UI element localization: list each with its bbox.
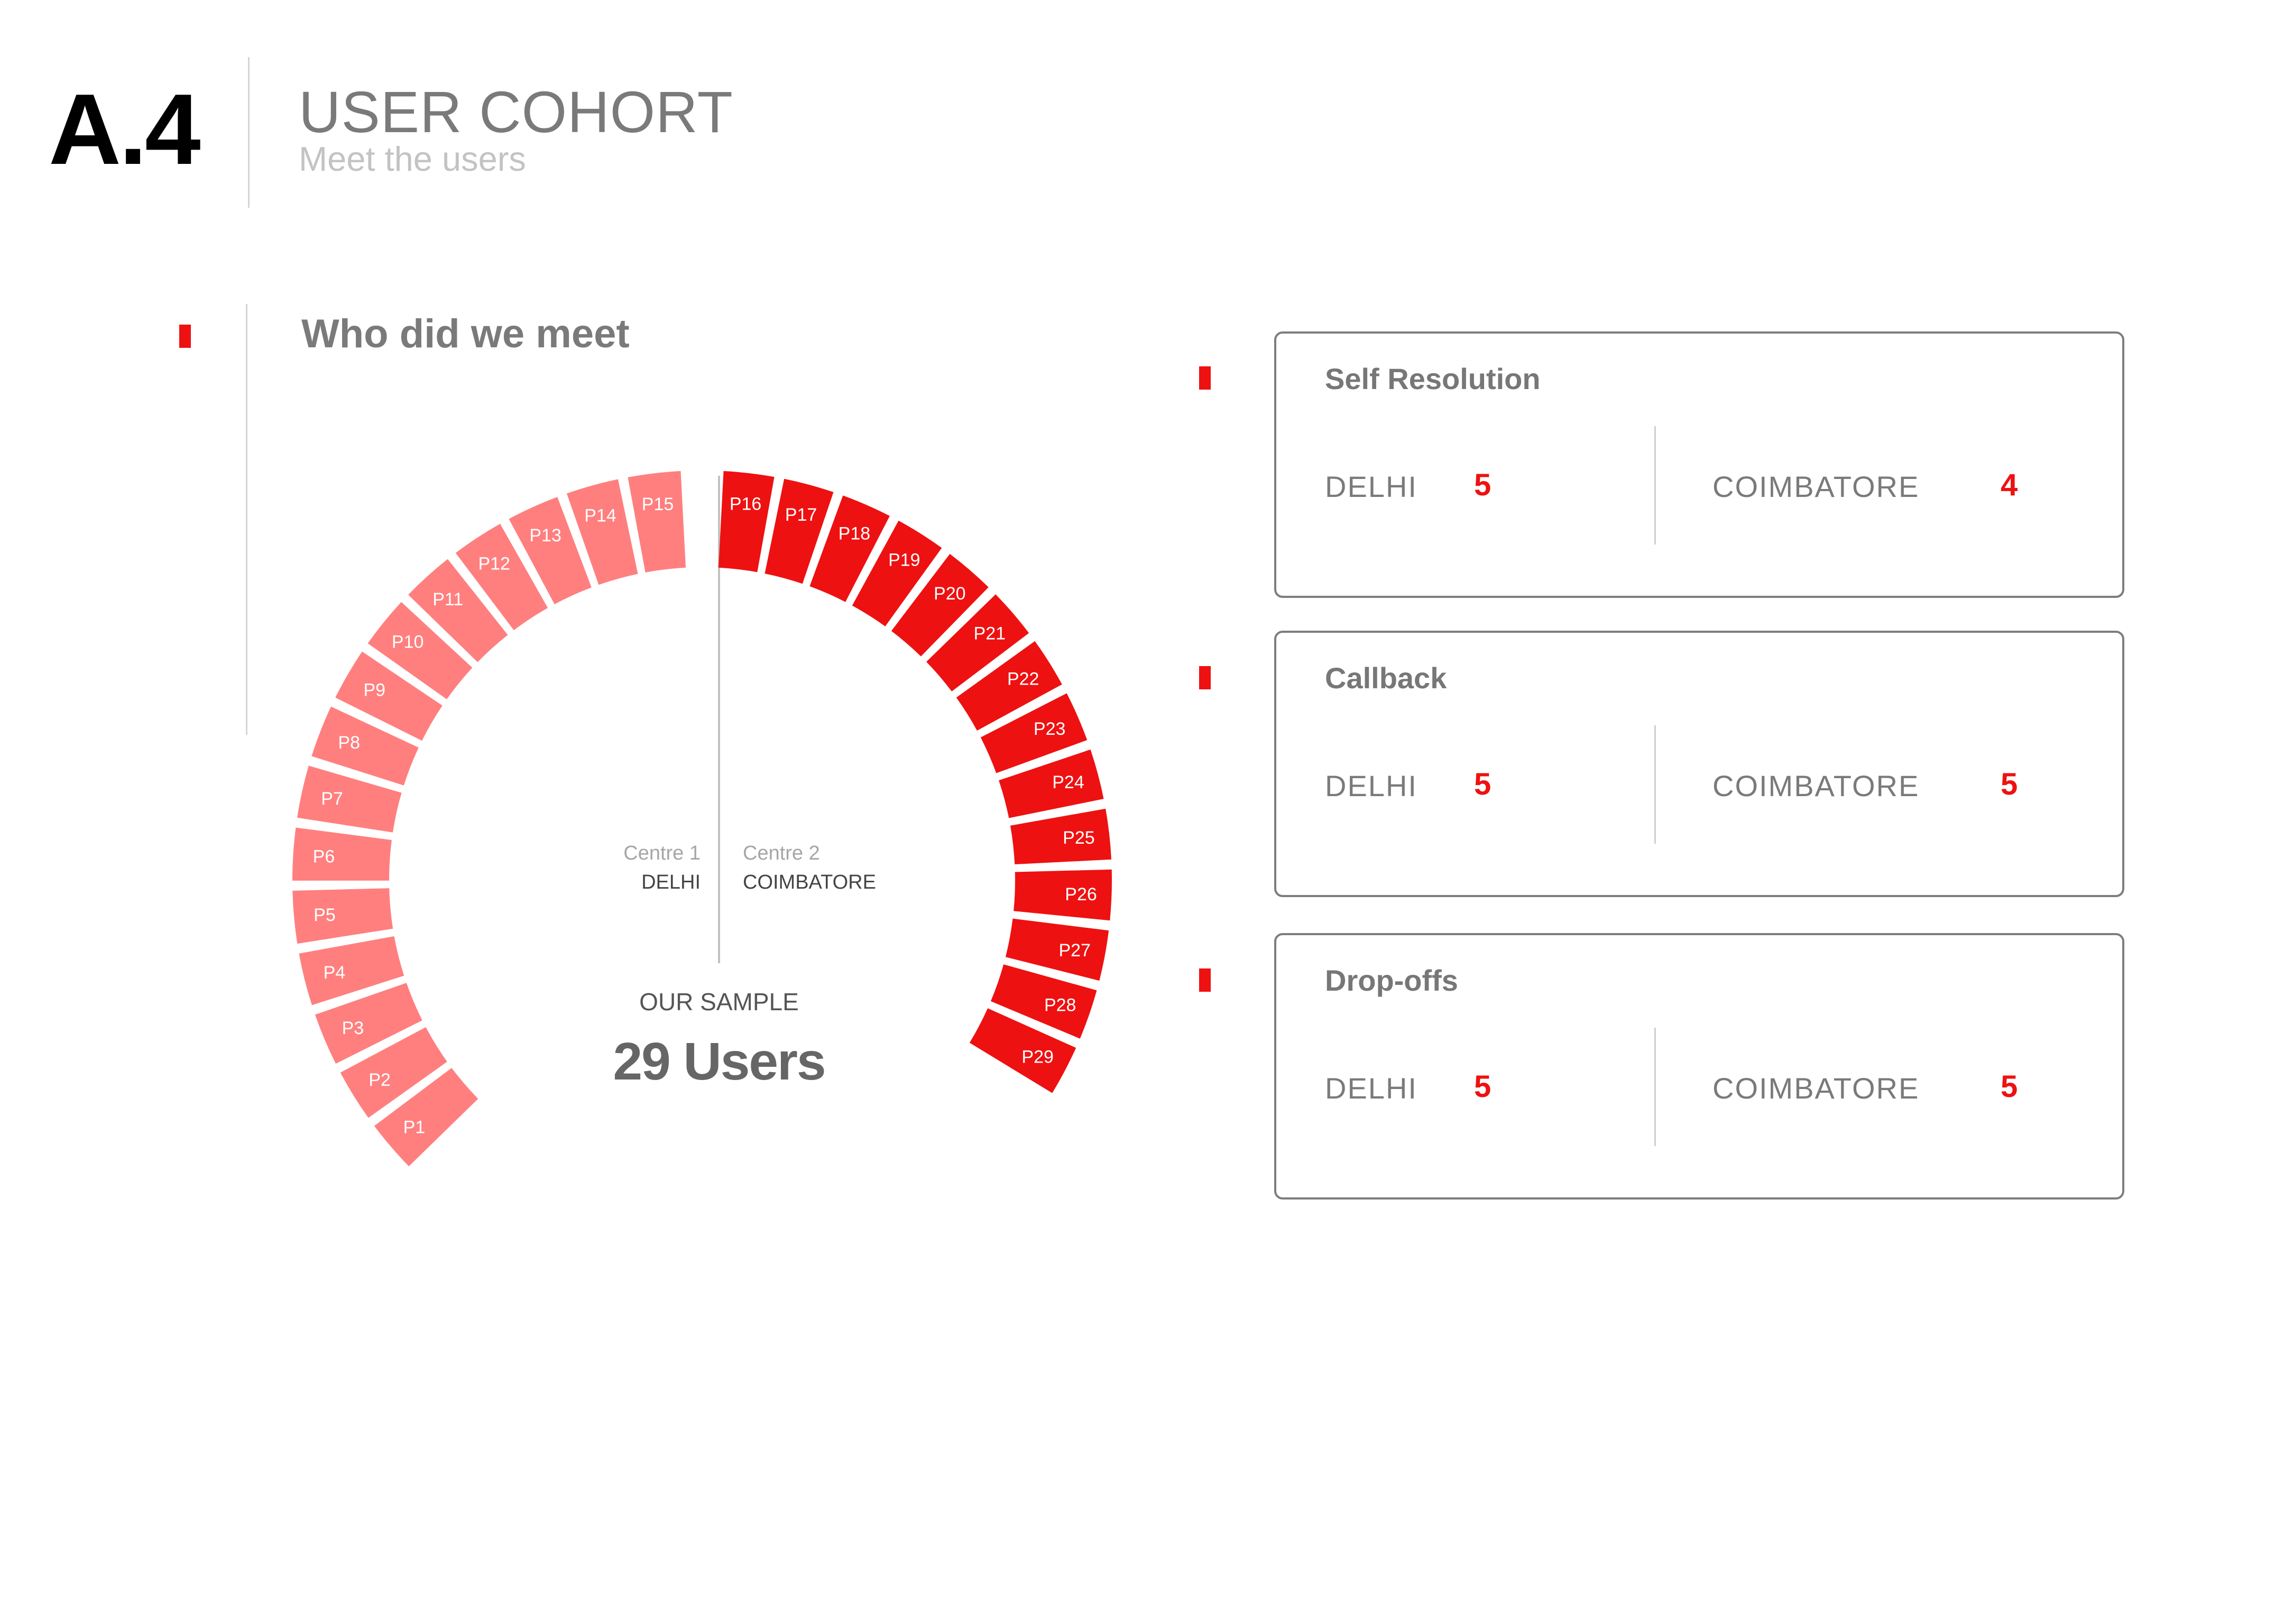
segment-label: P4 xyxy=(324,963,346,983)
segment-p23 xyxy=(980,693,1088,773)
segment-p28 xyxy=(990,964,1097,1039)
segment-label: P25 xyxy=(1063,828,1095,848)
centre2-label: Centre 2 xyxy=(743,842,820,864)
segment-label: P10 xyxy=(392,632,424,652)
centre1-city: DELHI xyxy=(641,871,701,893)
segment-label: P28 xyxy=(1044,995,1076,1016)
segment-label: P6 xyxy=(313,846,335,866)
segment-p10 xyxy=(367,602,473,699)
card-title: Callback xyxy=(1325,661,1447,695)
segment-label: P29 xyxy=(1021,1047,1054,1067)
segment-p21 xyxy=(926,594,1029,691)
card-divider xyxy=(1654,725,1656,844)
segment-label: P9 xyxy=(363,680,385,700)
segment-p26 xyxy=(1014,869,1112,921)
segment-p12 xyxy=(455,523,548,631)
segment-label: P19 xyxy=(888,550,920,570)
segment-label: P24 xyxy=(1052,772,1084,792)
coimbatore-segments: P16 P17 P18 P19 P20 P21 P22 P23 P24 P25 P26 P27 P28 P… xyxy=(718,471,1112,1093)
section-code: A.4 xyxy=(49,73,201,186)
segment-p19 xyxy=(852,520,942,626)
card-drop-offs: Drop-offs DELHI 5 COIMBATORE 5 xyxy=(1274,933,2124,1199)
card-left-city: DELHI xyxy=(1325,769,1417,802)
segment-p2 xyxy=(340,1027,447,1118)
card-marker-self-resolution xyxy=(1199,366,1211,390)
segment-p27 xyxy=(1005,918,1109,981)
segment-label: P26 xyxy=(1065,884,1097,905)
sample-total: 29 Users xyxy=(613,1032,826,1091)
card-divider xyxy=(1654,426,1656,545)
card-title: Drop-offs xyxy=(1325,964,1458,997)
card-left-city: DELHI xyxy=(1325,1072,1417,1105)
segment-p20 xyxy=(891,553,989,657)
section-divider xyxy=(246,304,247,735)
segment-label: P12 xyxy=(478,553,510,574)
segment-p17 xyxy=(765,478,834,584)
segment-label: P17 xyxy=(785,505,817,525)
segment-label: P14 xyxy=(584,505,616,525)
segment-label: P7 xyxy=(321,789,343,809)
delhi-segments: P1 P2 P3 P4 P5 P6 P7 P8 P9 P10 P11 P12 P13 P14 P15 xyxy=(292,471,686,1167)
section-marker xyxy=(179,325,191,348)
segment-p22 xyxy=(956,641,1062,731)
segment-p24 xyxy=(999,749,1104,818)
segment-p18 xyxy=(809,495,890,602)
segment-label: P2 xyxy=(369,1070,391,1090)
card-left-value: 5 xyxy=(1474,1069,1491,1104)
page-title: USER COHORT xyxy=(299,80,733,145)
header-divider xyxy=(248,57,250,208)
card-callback: Callback DELHI 5 COIMBATORE 5 xyxy=(1274,631,2124,897)
card-left-city: DELHI xyxy=(1325,470,1417,503)
section-heading: Who did we meet xyxy=(301,311,630,356)
card-left-value: 5 xyxy=(1474,468,1491,502)
segment-p1 xyxy=(374,1068,478,1167)
segment-label: P15 xyxy=(642,494,674,514)
card-right-value: 5 xyxy=(2001,767,2018,801)
segment-p7 xyxy=(297,765,402,833)
card-self-resolution: Self Resolution DELHI 5 COIMBATORE 4 xyxy=(1274,331,2124,598)
segment-label: P1 xyxy=(403,1117,426,1137)
card-divider xyxy=(1654,1028,1656,1146)
segment-label: P11 xyxy=(432,589,463,610)
card-right-city: COIMBATORE xyxy=(1712,1072,1920,1105)
segment-p16 xyxy=(718,471,775,573)
segment-p15 xyxy=(628,471,686,573)
segment-p8 xyxy=(311,706,419,786)
segment-p9 xyxy=(335,651,443,741)
segment-label: P20 xyxy=(934,584,966,604)
segment-p5 xyxy=(292,888,393,944)
segment-label: P27 xyxy=(1058,940,1091,961)
card-marker-drop-offs xyxy=(1199,968,1211,992)
card-left-value: 5 xyxy=(1474,767,1491,801)
segment-p13 xyxy=(509,496,592,604)
segment-label: P3 xyxy=(342,1018,364,1038)
segment-label: P13 xyxy=(529,525,561,546)
segment-p4 xyxy=(299,936,404,1005)
segment-p3 xyxy=(315,983,422,1064)
card-title: Self Resolution xyxy=(1325,362,1541,395)
card-right-value: 5 xyxy=(2001,1069,2018,1104)
segment-p11 xyxy=(408,559,508,662)
segment-label: P8 xyxy=(338,733,360,753)
card-right-city: COIMBATORE xyxy=(1712,769,1920,802)
segment-p6 xyxy=(292,827,392,881)
segment-label: P5 xyxy=(314,905,336,925)
segment-label: P22 xyxy=(1007,669,1039,689)
segment-label: P18 xyxy=(839,523,871,543)
segment-p29 xyxy=(969,1008,1076,1093)
segment-label: P16 xyxy=(730,494,762,514)
page-subtitle: Meet the users xyxy=(299,140,526,178)
card-marker-callback xyxy=(1199,666,1211,689)
centre1-label: Centre 1 xyxy=(623,842,701,864)
segment-label: P21 xyxy=(974,624,1006,644)
centre2-city: COIMBATORE xyxy=(743,871,876,893)
card-right-city: COIMBATORE xyxy=(1712,470,1920,503)
segment-p14 xyxy=(566,479,638,585)
sample-label: OUR SAMPLE xyxy=(639,988,799,1016)
segment-p25 xyxy=(1010,808,1112,865)
segment-label: P23 xyxy=(1034,719,1066,739)
card-right-value: 4 xyxy=(2001,468,2018,502)
